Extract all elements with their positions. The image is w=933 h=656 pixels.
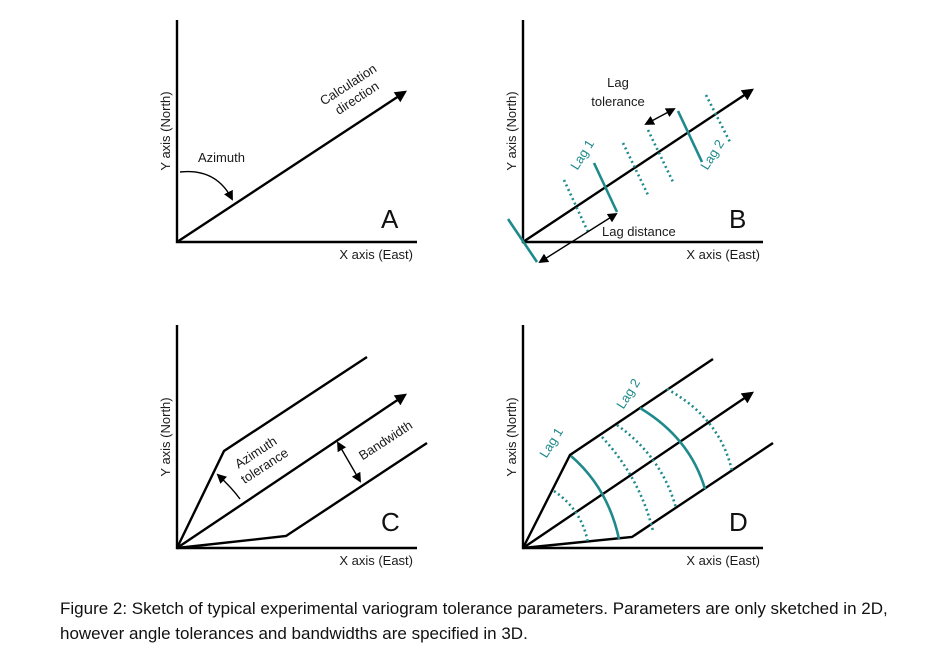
lag-1-tolerance-arc-inner <box>553 489 590 544</box>
upper-tolerance-boundary <box>175 355 368 549</box>
lag-distance-arrow <box>538 212 618 264</box>
panel-c-y-axis-label: Y axis (North) <box>158 397 173 476</box>
panel-c-letter: C <box>381 507 400 537</box>
panel-d-letter: D <box>729 507 748 537</box>
azimuth-label: Azimuth <box>198 150 245 165</box>
panel-b-y-axis-label: Y axis (North) <box>504 91 519 170</box>
azimuth-arc-arrow <box>179 170 233 201</box>
panel-c: Azimuth tolerance Bandwidth C X axis (Ea… <box>158 325 428 568</box>
lag-1-label-d: Lag 1 <box>536 425 566 461</box>
figure-caption: Figure 2: Sketch of typical experimental… <box>60 599 888 643</box>
lag-2-tolerance-right <box>704 94 733 145</box>
upper-tolerance-boundary-d <box>521 358 714 549</box>
panel-d-y-axis-label: Y axis (North) <box>504 397 519 476</box>
panel-b-letter: B <box>729 204 746 234</box>
lower-tolerance-boundary-d <box>522 442 774 550</box>
origin-tick <box>506 218 539 263</box>
calculation-direction-arrow-c <box>176 393 407 549</box>
lower-tolerance-boundary <box>176 441 428 550</box>
lag-2-tolerance-arc-outer <box>666 387 734 472</box>
panel-b-x-axis-label: X axis (East) <box>686 247 760 262</box>
lag-tolerance-label-2: tolerance <box>591 94 644 109</box>
variogram-figure: Azimuth Calculation direction A X axis (… <box>158 20 774 568</box>
lag-1-tolerance-arc-outer <box>601 436 655 532</box>
panel-d-x-axis-label: X axis (East) <box>686 553 760 568</box>
lag-2-tolerance-arc-inner <box>616 423 678 509</box>
panel-d: Lag 1 Lag 2 D X axis (East) Y axis (Nort… <box>504 325 774 568</box>
lag-1-arc <box>570 455 621 540</box>
lag-tolerance-arrow <box>644 108 676 125</box>
lag-2-label: Lag 2 <box>697 137 727 173</box>
lag-2-line <box>676 110 704 163</box>
bandwidth-arrow <box>337 441 361 483</box>
panel-a-letter: A <box>381 204 399 234</box>
panel-c-x-axis-label: X axis (East) <box>339 553 413 568</box>
lag-distance-label: Lag distance <box>602 224 676 239</box>
lag-2-label-d: Lag 2 <box>613 376 643 412</box>
lag-tolerance-label-1: Lag <box>607 75 629 90</box>
lag-1-tolerance-right <box>621 142 650 196</box>
lag-2-arc <box>639 406 707 490</box>
calculation-direction-arrow <box>176 90 408 244</box>
panel-b: Lag tolerance Lag 1 Lag 2 Lag distance B… <box>504 20 763 264</box>
lag-1-line <box>592 162 619 213</box>
lag-direction-arrow <box>522 88 754 243</box>
lag-1-label: Lag 1 <box>567 137 597 173</box>
panel-b-axes <box>521 20 763 244</box>
panel-a-x-axis-label: X axis (East) <box>339 247 413 262</box>
calculation-direction-arrow-d <box>522 391 754 549</box>
azimuth-tolerance-arc <box>216 473 241 500</box>
panel-a: Azimuth Calculation direction A X axis (… <box>158 20 417 262</box>
panel-a-y-axis-label: Y axis (North) <box>158 91 173 170</box>
